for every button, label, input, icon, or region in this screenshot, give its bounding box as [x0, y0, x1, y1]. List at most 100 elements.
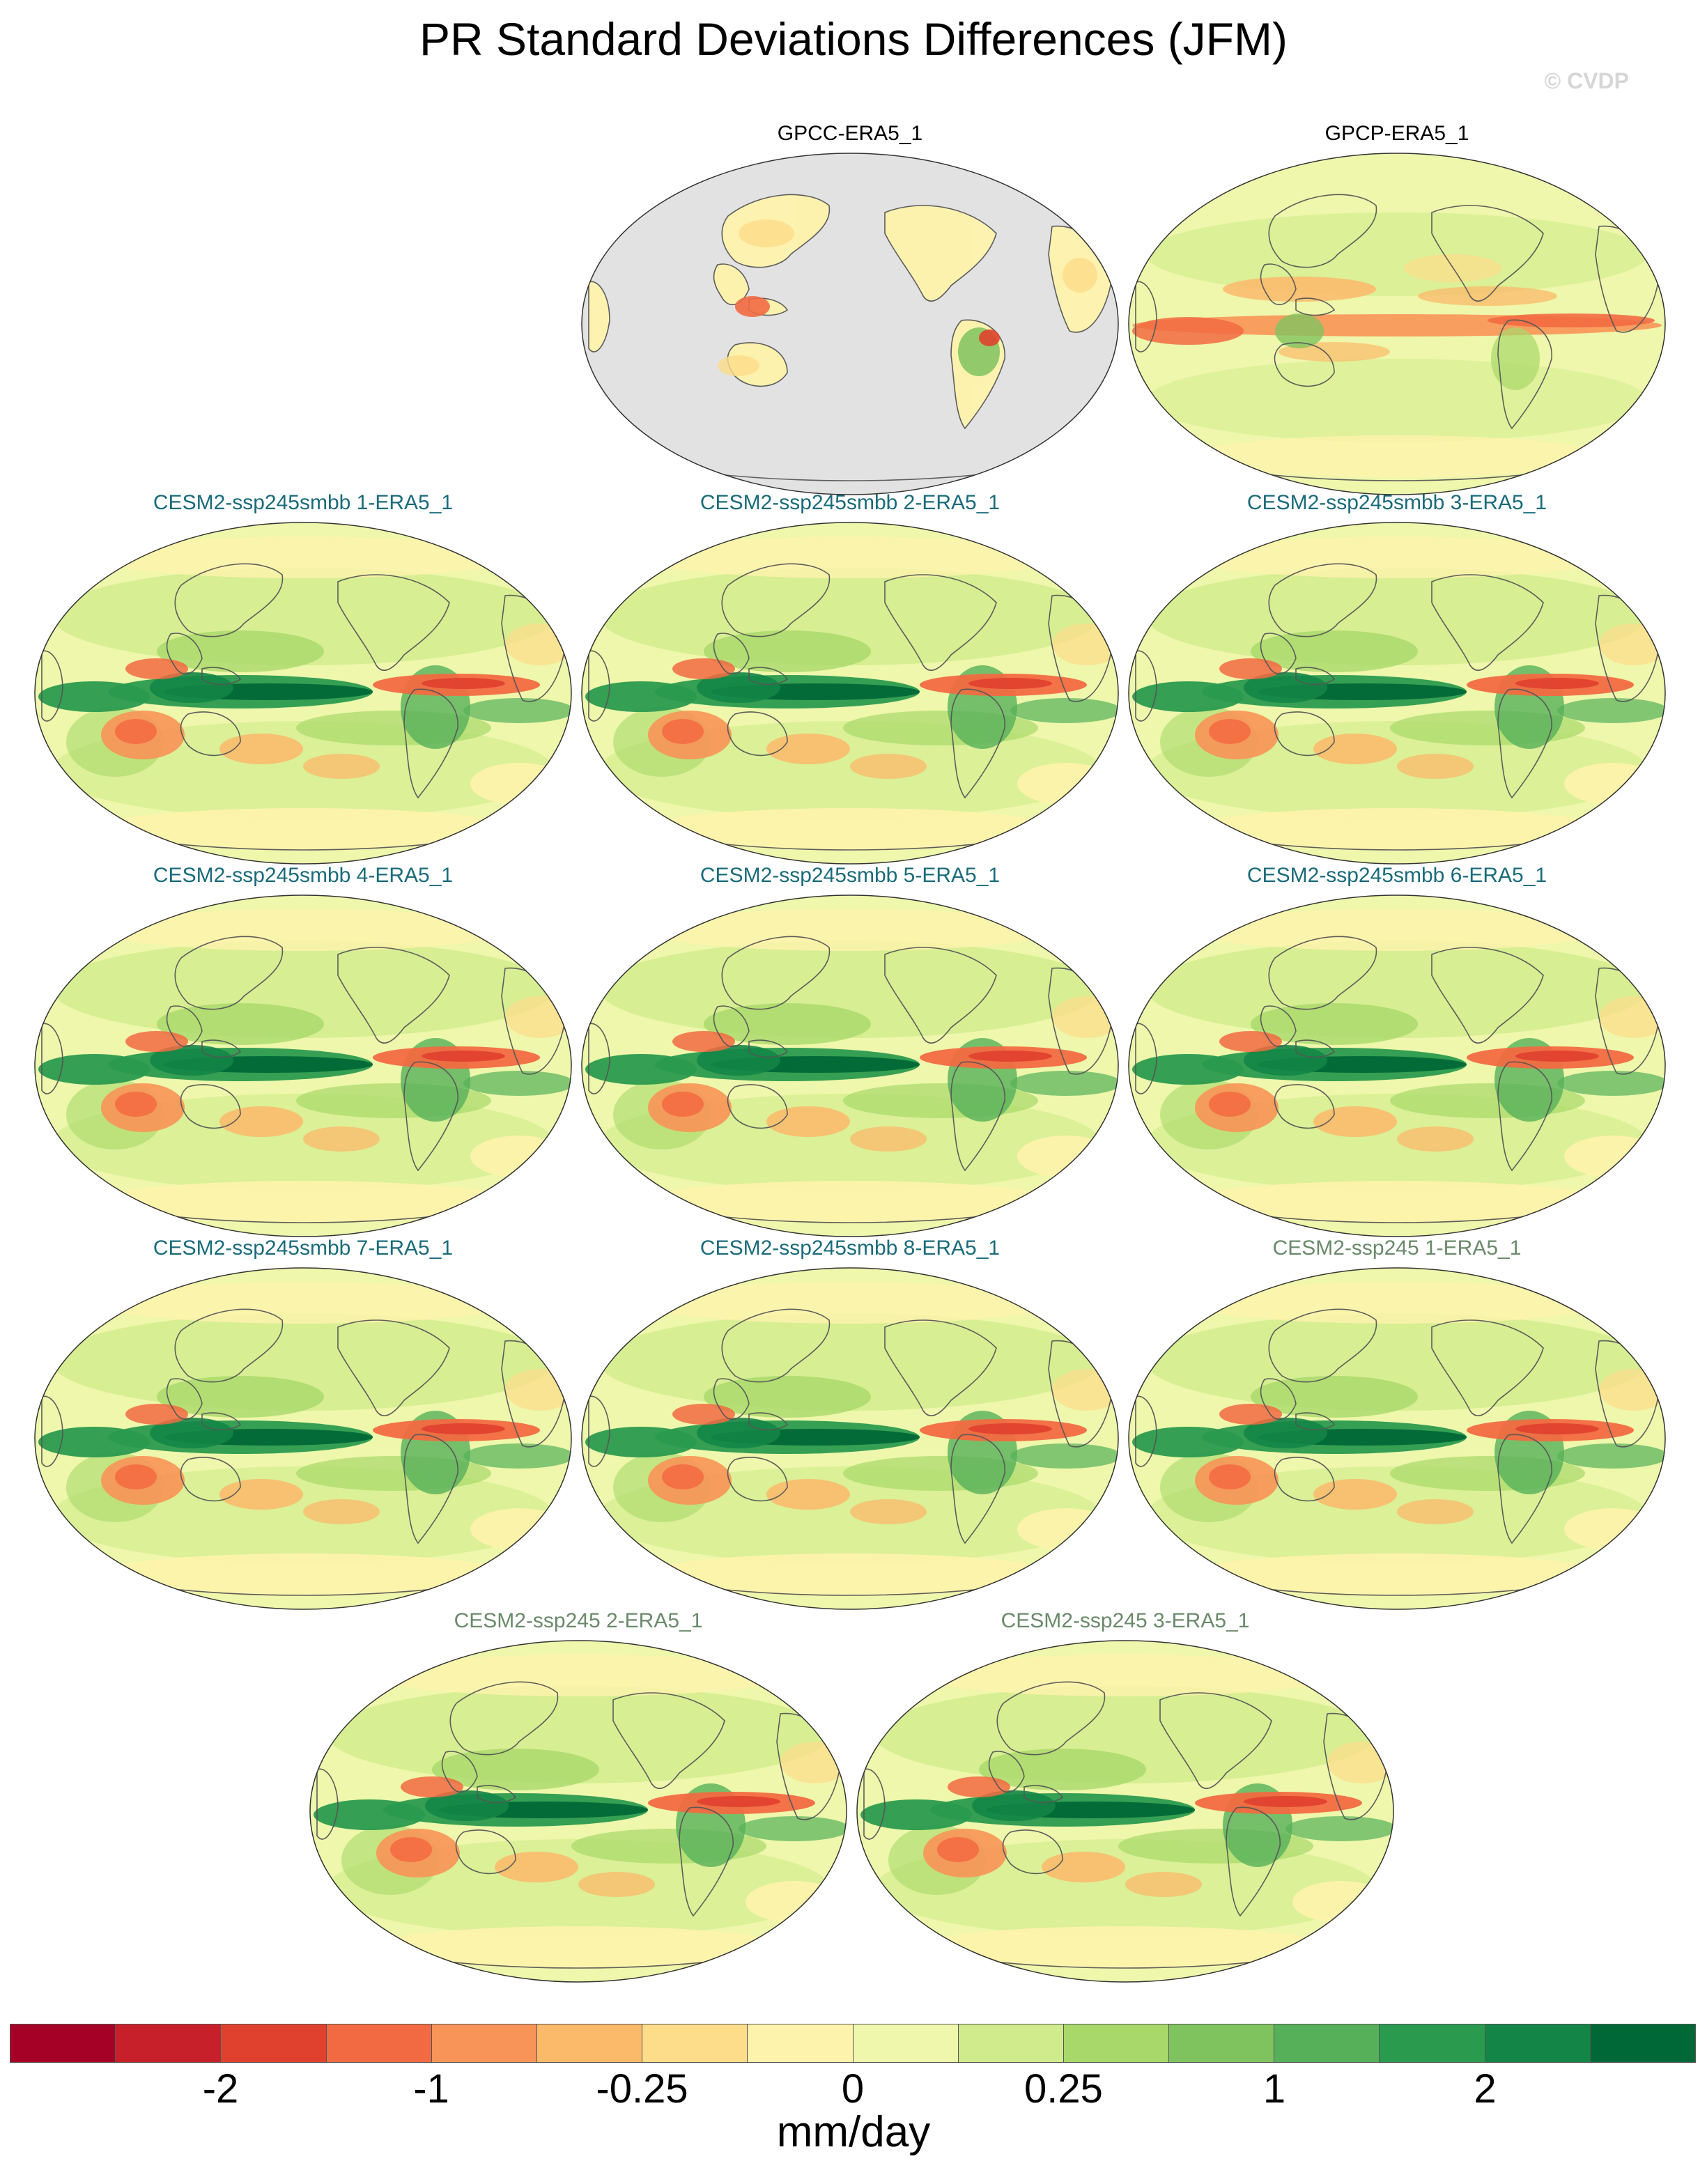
map-panel: CESM2-ssp245smbb 6-ERA5_1	[1125, 864, 1669, 1254]
coastline-1	[1260, 633, 1297, 675]
colorbar-cell	[10, 2024, 116, 2062]
coastline-2	[748, 1039, 789, 1058]
colorbar-tick-label: -0.25	[596, 2066, 688, 2112]
coastline-7	[863, 1768, 886, 1840]
coastline-7	[316, 1768, 339, 1840]
panel-label: CESM2-ssp245 3-ERA5_1	[1001, 1609, 1250, 1632]
map-panel: CESM2-ssp245smbb 4-ERA5_1	[31, 864, 575, 1254]
panel-label: CESM2-ssp245 2-ERA5_1	[454, 1609, 703, 1632]
colorbar-cell	[536, 2024, 643, 2062]
coastline-3	[455, 1829, 516, 1875]
coastline-4	[884, 574, 997, 671]
map-panel: GPCP-ERA5_1	[1125, 122, 1669, 512]
panel-label: CESM2-ssp245smbb 2-ERA5_1	[700, 491, 1001, 514]
coastline-3	[1274, 342, 1335, 387]
coastline-3	[180, 1084, 241, 1129]
coastline-0	[1268, 936, 1377, 1010]
coastline-7	[588, 1395, 610, 1467]
coastline-0	[721, 563, 831, 637]
coastline-1	[166, 1005, 203, 1048]
colorbar-tick-label: -2	[202, 2066, 239, 2112]
coastline-7	[41, 1395, 63, 1467]
colorbar-cell	[1380, 2024, 1485, 2062]
coastline-5	[403, 1061, 458, 1172]
coastline-1	[713, 1005, 750, 1048]
coastline-0	[1268, 563, 1377, 637]
coastline-0	[449, 1681, 559, 1756]
coastline-7	[588, 281, 610, 353]
coastline-7	[1135, 1395, 1157, 1467]
world-map	[1128, 1267, 1666, 1610]
coastline-7	[1135, 650, 1157, 722]
coastline-3	[1002, 1829, 1063, 1875]
map-panel: GPCC-ERA5_1	[578, 122, 1122, 512]
coastline-2	[1295, 667, 1336, 686]
coastline-4	[1431, 205, 1544, 302]
coastline-4	[1431, 1319, 1544, 1416]
coastline-3	[180, 1457, 241, 1502]
coastline-2	[748, 667, 789, 686]
map-panel: CESM2-ssp245smbb 2-ERA5_1	[578, 491, 1122, 881]
coastline-0	[174, 563, 284, 637]
coastline-4	[884, 205, 997, 302]
coastline-1	[441, 1751, 478, 1793]
coastline-3	[1274, 711, 1335, 757]
coastline-4	[337, 947, 450, 1044]
coastline-1	[713, 1378, 750, 1420]
coastline-2	[201, 667, 242, 686]
coastline-3	[1274, 1457, 1335, 1502]
map-panel: CESM2-ssp245 3-ERA5_1	[854, 1609, 1397, 1999]
colorbar-cell	[1590, 2024, 1695, 2062]
colorbar-tick-label: -1	[413, 2066, 449, 2112]
panel-label: CESM2-ssp245smbb 8-ERA5_1	[700, 1237, 1001, 1260]
map-panel: CESM2-ssp245smbb 1-ERA5_1	[31, 491, 575, 881]
world-map	[34, 522, 572, 865]
coastline-1	[988, 1751, 1025, 1793]
coastline-1	[1260, 263, 1297, 306]
world-map	[34, 1267, 572, 1610]
map-panel: CESM2-ssp245smbb 8-ERA5_1	[578, 1237, 1122, 1627]
coastline-5	[950, 688, 1005, 799]
watermark: © CVDP	[1544, 68, 1629, 93]
coastline-2	[201, 1412, 242, 1431]
map-panel: CESM2-ssp245smbb 5-ERA5_1	[578, 864, 1122, 1254]
coastline-7	[588, 1023, 610, 1094]
coastline-5	[950, 1061, 1005, 1172]
world-map	[1128, 153, 1666, 495]
coastline-1	[166, 1378, 203, 1420]
coastline-5	[1497, 319, 1552, 430]
world-map	[581, 894, 1119, 1237]
world-map	[1128, 894, 1666, 1237]
coastline-5	[1497, 688, 1552, 799]
colorbar-cell	[1063, 2024, 1170, 2062]
coastline-1	[166, 633, 203, 675]
coastline-5	[403, 1434, 458, 1544]
panel-label: CESM2-ssp245 1-ERA5_1	[1272, 1237, 1522, 1260]
coastline-4	[1431, 574, 1544, 671]
coastline-3	[1274, 1084, 1335, 1129]
coastline-4	[1159, 1692, 1272, 1789]
colorbar-cell	[748, 2024, 854, 2062]
coastline-5	[679, 1806, 734, 1917]
coastline-1	[713, 633, 750, 675]
coastline-2	[477, 1785, 517, 1804]
colorbar-units: mm/day	[776, 2108, 931, 2156]
coastline-2	[201, 1039, 242, 1058]
colorbar-cell	[958, 2024, 1064, 2062]
coastline-3	[727, 1457, 788, 1502]
coastline-4	[337, 574, 450, 671]
panel-label: CESM2-ssp245smbb 6-ERA5_1	[1246, 864, 1547, 887]
coastline-0	[1268, 194, 1377, 268]
world-map	[856, 1640, 1394, 1983]
panel-label: CESM2-ssp245smbb 1-ERA5_1	[153, 491, 454, 514]
colorbar-tick-label: 1	[1262, 2066, 1286, 2112]
colorbar-tick-label: 0	[841, 2066, 865, 2112]
world-map	[1128, 522, 1666, 865]
coastline-1	[1260, 1378, 1297, 1420]
map-panel: CESM2-ssp245smbb 3-ERA5_1	[1125, 491, 1669, 881]
panel-label: CESM2-ssp245smbb 7-ERA5_1	[153, 1237, 454, 1260]
colorbar-cell	[431, 2024, 537, 2062]
coastline-4	[884, 1319, 997, 1416]
figure-title: PR Standard Deviations Differences (JFM)	[419, 13, 1288, 65]
world-map	[581, 522, 1119, 865]
